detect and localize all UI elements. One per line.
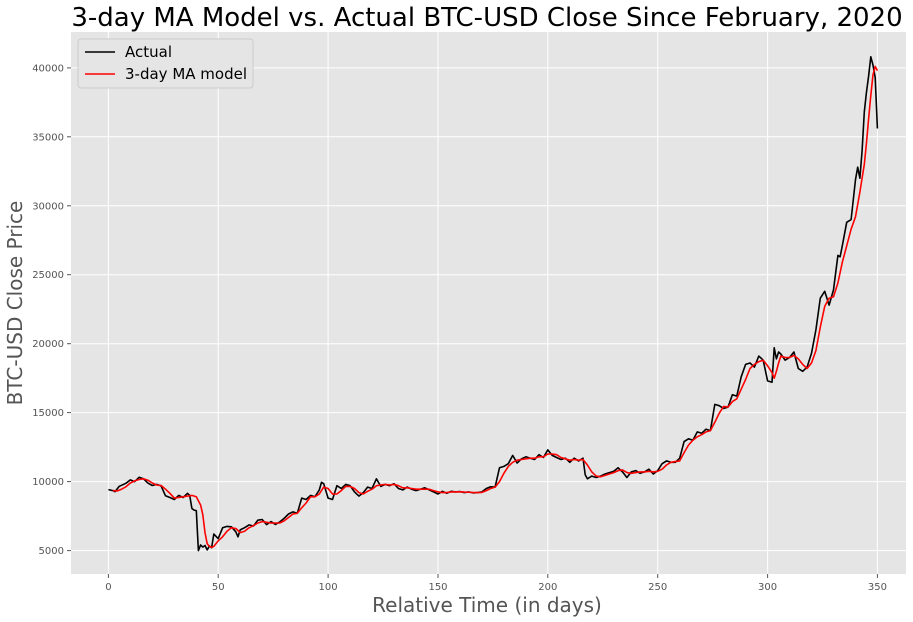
y-tick-label: 30000 — [32, 201, 64, 212]
x-tick-label: 250 — [648, 582, 667, 593]
x-tick-label: 150 — [428, 582, 447, 593]
x-axis-label: Relative Time (in days) — [372, 593, 602, 617]
legend: Actual 3-day MA model — [77, 38, 254, 89]
y-tick-label: 5000 — [39, 546, 64, 557]
y-tick-label: 20000 — [32, 339, 64, 350]
y-tick-label: 40000 — [32, 63, 64, 74]
x-tick-label: 0 — [105, 582, 111, 593]
legend-box — [77, 38, 254, 89]
x-tick-label: 350 — [868, 582, 887, 593]
x-ticks: 0 50 100 150 200 250 300 350 — [105, 574, 887, 593]
y-tick-label: 10000 — [32, 477, 64, 488]
x-tick-label: 100 — [319, 582, 338, 593]
chart-title: 3-day MA Model vs. Actual BTC-USD Close … — [71, 3, 902, 33]
x-tick-label: 200 — [538, 582, 557, 593]
legend-label-ma: 3-day MA model — [125, 65, 247, 83]
series-layer — [108, 55, 879, 552]
y-tick-label: 35000 — [32, 132, 64, 143]
y-axis-label: BTC-USD Close Price — [3, 201, 27, 406]
plot-background — [71, 32, 906, 574]
series-line-ma-model — [112, 65, 879, 549]
y-tick-label: 15000 — [32, 408, 64, 419]
y-ticks: 5000 10000 15000 20000 25000 30000 35000 40000 — [32, 63, 71, 557]
legend-label-actual: Actual — [125, 43, 172, 61]
x-tick-label: 50 — [212, 582, 225, 593]
x-tick-label: 300 — [758, 582, 777, 593]
grid — [71, 32, 906, 574]
y-tick-label: 25000 — [32, 270, 64, 281]
